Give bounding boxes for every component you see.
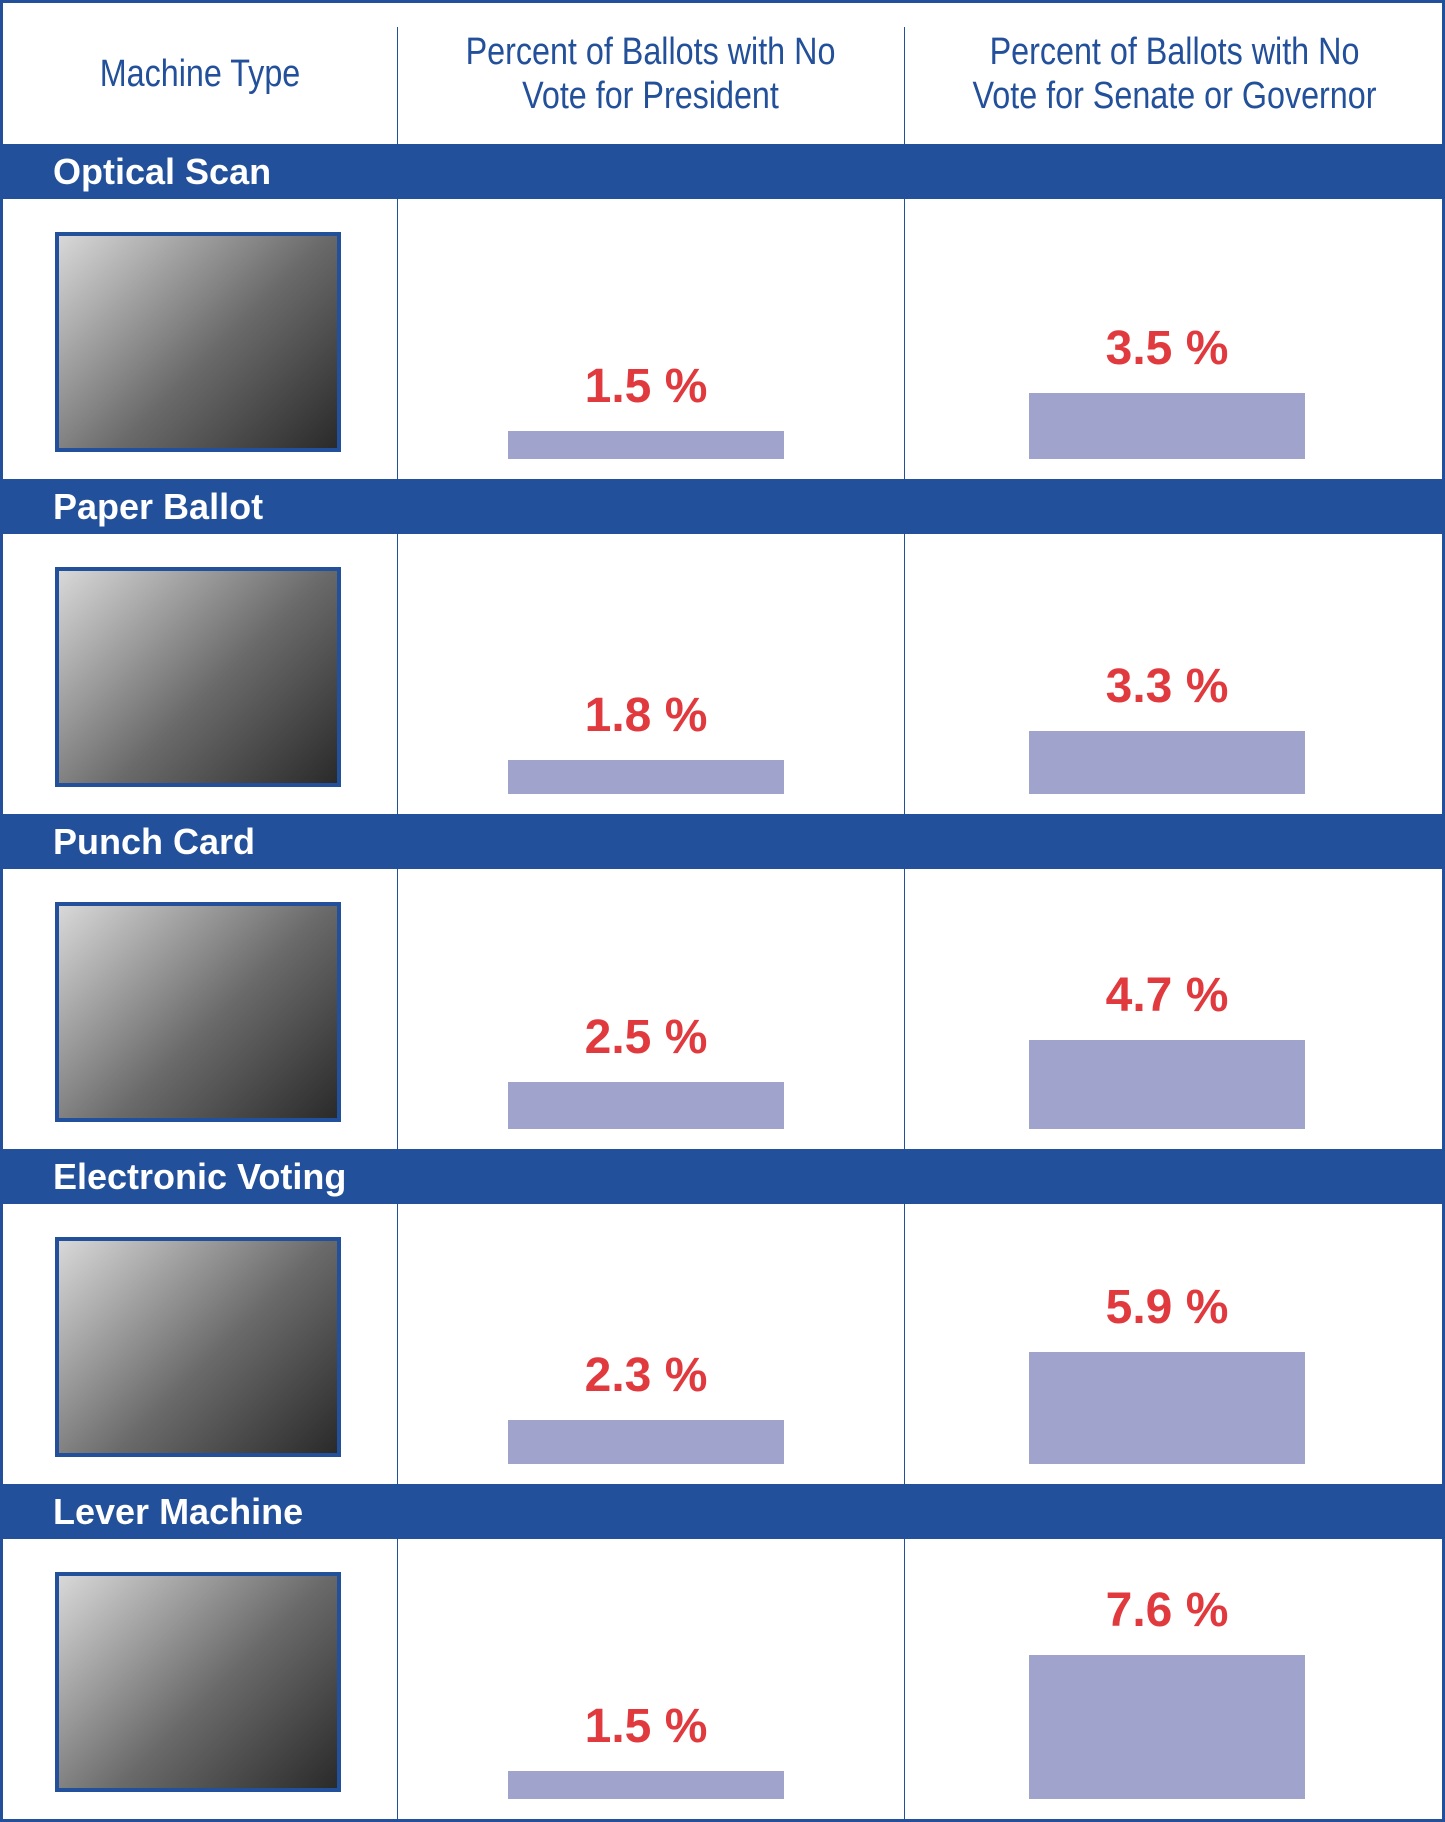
column-divider — [904, 1539, 905, 1819]
bar — [1029, 393, 1305, 460]
bar — [508, 1771, 784, 1800]
section-band: Punch Card — [3, 814, 1445, 869]
column-header: Percent of Ballots with No Vote for Sena… — [970, 3, 1379, 144]
value-label: 1.5 % — [478, 359, 814, 415]
bar — [1029, 731, 1305, 794]
section-band: Lever Machine — [3, 1484, 1445, 1539]
column-divider — [904, 1204, 905, 1484]
column-divider — [397, 27, 398, 144]
value-label: 1.5 % — [478, 1699, 814, 1755]
machine-photo — [55, 1572, 341, 1792]
bar — [1029, 1655, 1305, 1799]
machine-photo — [55, 1237, 341, 1457]
value-label: 7.6 % — [999, 1583, 1335, 1639]
column-divider — [397, 534, 398, 814]
column-header: Percent of Ballots with No Vote for Pres… — [461, 3, 841, 144]
bar — [1029, 1040, 1305, 1129]
value-label: 2.5 % — [478, 1010, 814, 1066]
section-band: Optical Scan — [3, 144, 1445, 199]
value-label: 5.9 % — [999, 1280, 1335, 1336]
machine-photo — [55, 567, 341, 787]
column-divider — [904, 869, 905, 1149]
bar — [508, 1420, 784, 1464]
section-band: Paper Ballot — [3, 479, 1445, 534]
column-divider — [904, 27, 905, 144]
value-label: 1.8 % — [478, 688, 814, 744]
section-band: Electronic Voting — [3, 1149, 1445, 1204]
column-divider — [397, 1204, 398, 1484]
bar — [508, 1082, 784, 1130]
bar — [508, 431, 784, 460]
column-divider — [397, 869, 398, 1149]
bar — [508, 760, 784, 794]
machine-photo — [55, 232, 341, 452]
value-label: 2.3 % — [478, 1348, 814, 1404]
column-divider — [397, 199, 398, 479]
machine-photo — [55, 902, 341, 1122]
column-divider — [904, 534, 905, 814]
chart: Machine Type Percent of Ballots with No V… — [0, 0, 1445, 1822]
column-header: Machine Type — [33, 3, 368, 144]
bar — [1029, 1352, 1305, 1464]
column-divider — [397, 1539, 398, 1819]
value-label: 3.3 % — [999, 659, 1335, 715]
value-label: 4.7 % — [999, 968, 1335, 1024]
value-label: 3.5 % — [999, 321, 1335, 377]
column-divider — [904, 199, 905, 479]
